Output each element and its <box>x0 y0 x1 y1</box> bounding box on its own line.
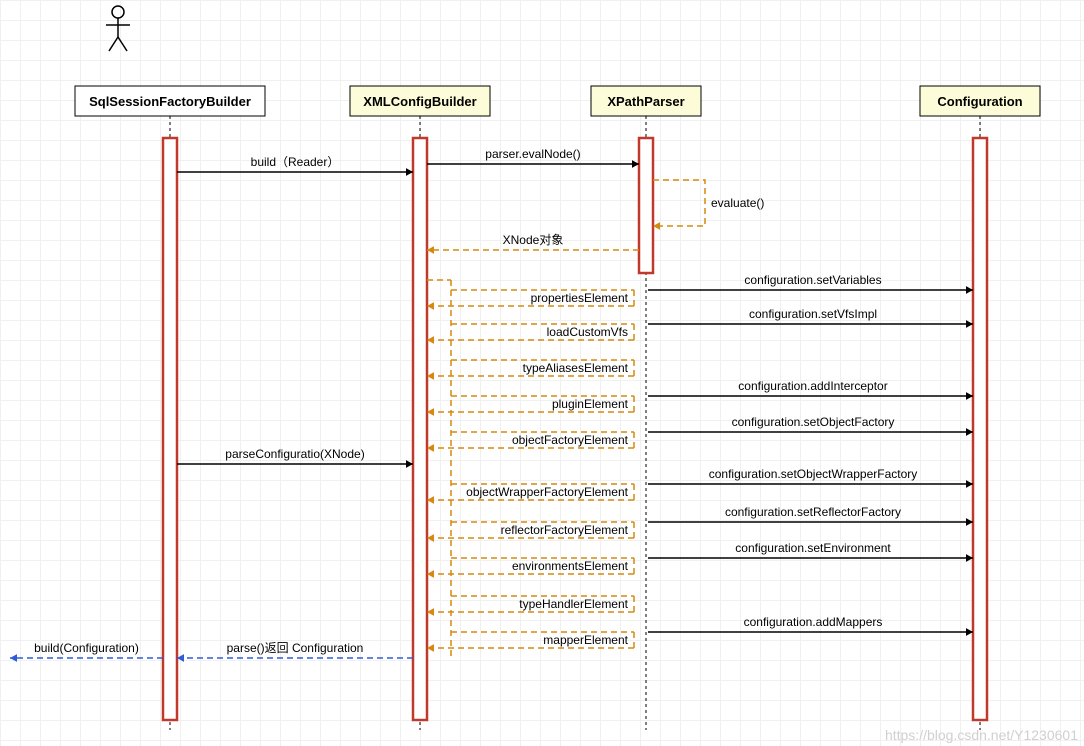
self-call-label: mapperElement <box>543 633 628 647</box>
self-call-label: propertiesElement <box>531 291 629 305</box>
return-label: build(Configuration) <box>34 641 139 655</box>
config-call-label: configuration.setVariables <box>744 273 881 287</box>
lifeline-label: XMLConfigBuilder <box>363 94 476 109</box>
activation-bar <box>639 138 653 273</box>
config-call-label: configuration.addMappers <box>744 615 883 629</box>
lifeline-label: Configuration <box>937 94 1022 109</box>
config-call-label: configuration.setReflectorFactory <box>725 505 901 519</box>
self-call-label: loadCustomVfs <box>547 325 628 339</box>
self-call-label: objectFactoryElement <box>512 433 629 447</box>
message-label: XNode对象 <box>503 233 564 247</box>
lifeline-label: SqlSessionFactoryBuilder <box>89 94 251 109</box>
config-call-label: configuration.setObjectFactory <box>732 415 895 429</box>
config-call-label: configuration.setVfsImpl <box>749 307 877 321</box>
message-label: evaluate() <box>711 196 764 210</box>
self-call-label: typeAliasesElement <box>523 361 629 375</box>
message-label: parseConfiguratio(XNode) <box>225 447 364 461</box>
activation-bar <box>163 138 177 720</box>
return-label: parse()返回 Configuration <box>227 641 364 655</box>
self-call-label: reflectorFactoryElement <box>501 523 629 537</box>
self-call-label: objectWrapperFactoryElement <box>466 485 629 499</box>
config-call-label: configuration.addInterceptor <box>738 379 887 393</box>
activation-bar <box>413 138 427 720</box>
message-label: parser.evalNode() <box>485 147 580 161</box>
sequence-diagram: SqlSessionFactoryBuilder XMLConfigBuilder… <box>0 0 1084 746</box>
config-call-label: configuration.setObjectWrapperFactory <box>709 467 918 481</box>
self-call-label: typeHandlerElement <box>519 597 628 611</box>
message-label: build（Reader） <box>251 155 340 169</box>
activation-bar <box>973 138 987 720</box>
self-call-label: pluginElement <box>552 397 629 411</box>
lifeline-label: XPathParser <box>607 94 684 109</box>
config-call-label: configuration.setEnvironment <box>735 541 891 555</box>
self-call-label: environmentsElement <box>512 559 629 573</box>
watermark: https://blog.csdn.net/Y1230601 <box>885 727 1078 743</box>
